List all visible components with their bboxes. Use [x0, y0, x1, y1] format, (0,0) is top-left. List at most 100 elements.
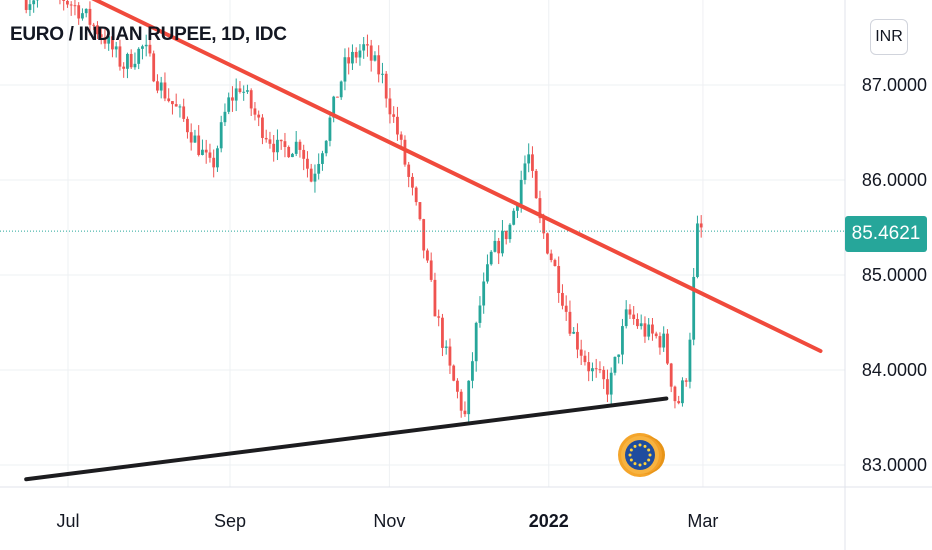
star-dot [629, 448, 633, 452]
candle-body [156, 81, 159, 91]
candle-body [549, 253, 553, 261]
candle-body [358, 50, 362, 58]
candle-body [141, 46, 144, 49]
candle-body [92, 24, 96, 26]
candle-body [403, 139, 407, 165]
candle-body [77, 5, 81, 19]
candle-body [546, 233, 549, 254]
candle-body [579, 349, 583, 356]
candle-body [182, 106, 186, 119]
candlestick-series [24, 0, 703, 423]
candle-body [418, 202, 422, 220]
candle-body [407, 164, 411, 177]
candle-body [287, 146, 291, 158]
candle-body [384, 73, 388, 99]
candle-body [452, 365, 456, 381]
candle-body [24, 0, 28, 10]
candle-body [339, 81, 343, 98]
candle-body [411, 176, 414, 188]
price-tick-label: 85.0000 [862, 265, 927, 285]
candle-body [347, 57, 351, 64]
candle-body [242, 91, 246, 93]
candle-body [343, 57, 347, 82]
candle-body [223, 111, 227, 123]
candle-body [32, 0, 36, 5]
candle-body [264, 137, 268, 140]
support-trendline[interactable] [24, 396, 669, 482]
candle-body [268, 139, 272, 144]
candle-body [212, 157, 216, 168]
star-dot [643, 444, 647, 448]
candle-body [681, 380, 684, 404]
candle-body [163, 82, 167, 99]
candle-body [696, 223, 699, 277]
candle-body [399, 134, 403, 140]
candle-body [208, 152, 212, 158]
candle-body [673, 386, 677, 402]
candle-body [88, 8, 92, 25]
candle-body [261, 117, 264, 138]
time-tick-label: Jul [56, 511, 79, 531]
candle-body [189, 132, 193, 143]
star-dot [647, 448, 651, 452]
candle-body [684, 380, 688, 382]
candle-body [238, 88, 242, 93]
candle-body [167, 98, 171, 102]
candle-body [62, 0, 66, 1]
candle-body [583, 355, 587, 363]
candle-body [669, 363, 673, 387]
candle-body [658, 336, 662, 348]
candle-body [201, 149, 204, 155]
candle-body [504, 230, 508, 240]
candle-body [572, 331, 576, 334]
candle-body [594, 368, 598, 370]
star-dot [648, 453, 652, 457]
candle-body [651, 324, 654, 334]
time-tick-label: Mar [687, 511, 718, 531]
candle-body [137, 48, 141, 64]
candle-body [553, 260, 557, 267]
candle-body [647, 324, 651, 337]
candle-body [66, 0, 69, 5]
candle-body [272, 143, 276, 153]
candle-body [73, 5, 77, 7]
candle-body [171, 101, 174, 105]
star-dot [647, 458, 651, 462]
candle-body [486, 264, 489, 282]
candle-body [114, 46, 118, 50]
candle-body [133, 63, 137, 68]
candle-body [103, 37, 107, 44]
candle-body [178, 106, 182, 108]
candle-body [497, 240, 501, 254]
price-tick-label: 84.0000 [862, 360, 927, 380]
chart-title: EURO / INDIAN RUPEE, 1D, IDC [10, 24, 287, 45]
star-dot [633, 444, 637, 448]
chart-grid [0, 0, 845, 487]
candle-body [197, 135, 201, 155]
candle-body [302, 149, 306, 159]
candle-body [568, 311, 572, 334]
candle-body [512, 210, 516, 225]
candle-body [624, 309, 628, 327]
candle-body [354, 51, 358, 58]
candle-body [291, 153, 294, 158]
candle-body [152, 53, 156, 82]
candle-body [576, 331, 579, 350]
time-tick-label: Nov [373, 511, 405, 531]
candle-body [332, 96, 336, 118]
candle-body [381, 73, 384, 75]
star-dot [633, 462, 637, 466]
candle-body [621, 326, 624, 355]
candle-body [441, 317, 444, 348]
currency-button[interactable]: INR [870, 19, 908, 55]
resistance-trendline[interactable] [26, 0, 823, 353]
candle-body [107, 36, 111, 44]
candle-body [662, 333, 666, 348]
candle-body [111, 36, 114, 50]
candle-body [294, 141, 298, 154]
candle-body [396, 116, 399, 135]
candle-body [519, 179, 523, 205]
candle-body [216, 148, 219, 168]
candle-body [392, 114, 396, 117]
